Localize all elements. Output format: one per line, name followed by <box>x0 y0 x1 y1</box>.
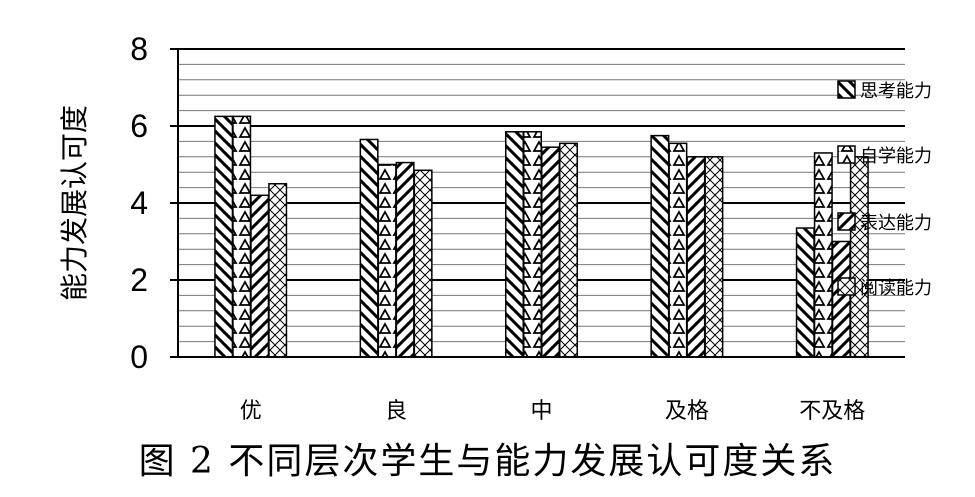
bar <box>268 183 288 358</box>
legend-label: 阅读能力 <box>860 278 932 299</box>
legend-swatch <box>837 145 856 164</box>
bar <box>250 194 270 358</box>
x-tick-label: 不及格 <box>799 399 865 424</box>
x-tick-labels: 优 良 中 及格 不及格 <box>240 399 866 424</box>
bar <box>849 156 869 358</box>
bars <box>214 115 869 358</box>
y-tick-label: 6 <box>130 108 148 144</box>
bar <box>650 134 670 358</box>
bar <box>505 131 524 358</box>
bar <box>795 227 815 358</box>
legend-swatch <box>837 212 856 231</box>
legend-label: 自学能力 <box>860 146 932 167</box>
bar <box>541 146 560 358</box>
bar <box>413 169 433 358</box>
y-axis-label: 能力发展认可度 <box>58 105 91 301</box>
y-tick-label: 0 <box>130 339 148 375</box>
y-tick-label: 4 <box>130 185 148 221</box>
bar <box>813 152 833 358</box>
bar <box>359 138 379 358</box>
x-tick-label: 良 <box>385 399 407 424</box>
bar <box>686 156 706 358</box>
bar <box>831 240 851 358</box>
y-tick-label: 2 <box>130 262 148 298</box>
bar <box>395 161 415 358</box>
bar <box>232 115 252 358</box>
y-tick-label: 8 <box>130 31 148 67</box>
bar <box>377 163 397 358</box>
bar <box>214 115 234 358</box>
axes <box>170 48 905 358</box>
x-tick-label: 中 <box>530 399 552 424</box>
bar <box>559 142 578 358</box>
bar <box>704 156 724 358</box>
legend-label: 表达能力 <box>860 213 932 234</box>
legend-swatch <box>837 80 856 99</box>
x-tick-label: 及格 <box>665 399 709 424</box>
y-tick-labels: 0 2 4 6 8 <box>130 31 148 375</box>
legend-swatch <box>837 277 856 296</box>
legend-label: 思考能力 <box>860 81 932 102</box>
bar <box>523 131 542 358</box>
figure-caption: 图 2 不同层次学生与能力发展认可度关系 <box>138 441 837 482</box>
bar <box>668 142 688 358</box>
x-tick-label: 优 <box>240 399 262 424</box>
